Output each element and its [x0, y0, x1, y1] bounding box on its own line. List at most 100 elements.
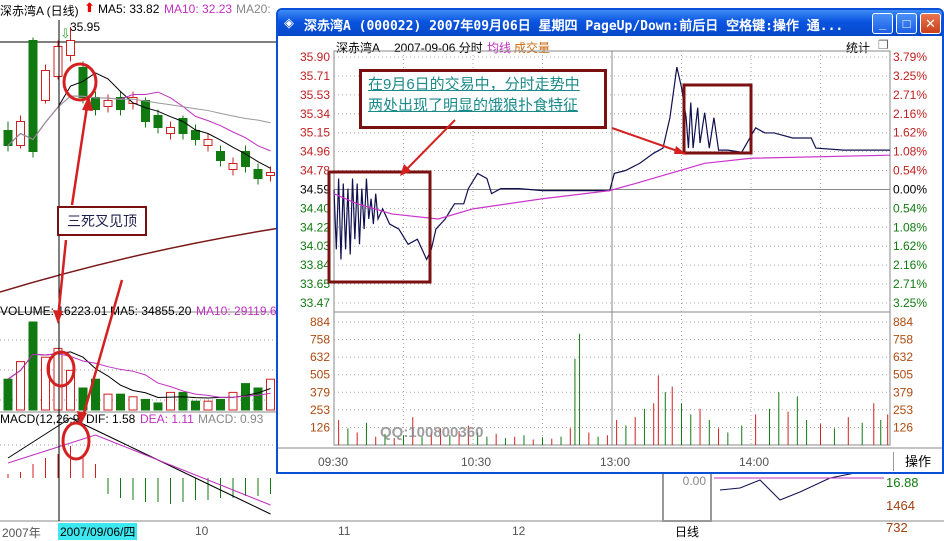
- candle: [53, 46, 63, 77]
- volume-tick-label-right: 253: [893, 403, 913, 417]
- volume-tick-label-right: 758: [893, 333, 913, 347]
- volume-bar: [191, 400, 200, 411]
- macd-value-label: MACD: 0.93: [198, 412, 264, 426]
- price-tick-label: 34.59: [300, 182, 330, 196]
- period-tab-daily[interactable]: 日线: [674, 525, 699, 539]
- date-axis-year: 2007年: [2, 526, 41, 540]
- percent-tick-label: 2.71%: [893, 88, 927, 102]
- volume-tick-label: 758: [310, 333, 330, 347]
- volume-tick-label: 505: [310, 368, 330, 382]
- bottom-value-box: 0.00: [662, 472, 712, 522]
- annotation-note: 在9月6日的交易中，分时走势中 两处出现了明显的饿狼扑食特征: [359, 69, 607, 129]
- candle: [228, 163, 238, 170]
- volume-bar: [266, 378, 275, 411]
- percent-tick-label: 1.08%: [893, 220, 927, 234]
- candle: [253, 169, 263, 179]
- time-tick-label: 14:00: [739, 455, 769, 469]
- percent-tick-label: 0.54%: [893, 201, 927, 215]
- candle: [153, 115, 163, 128]
- high-price-label: 35.95: [70, 20, 101, 34]
- percent-tick-label: 2.16%: [893, 107, 927, 121]
- dea-line: [7, 434, 271, 506]
- volume-bar: [28, 321, 38, 411]
- time-tick-label: 13:00: [600, 455, 630, 469]
- volume-tick-label-right: 379: [893, 385, 913, 399]
- percent-tick-label: 0.54%: [893, 164, 927, 178]
- right-axis-label: 16.88: [886, 475, 919, 490]
- maximize-button[interactable]: □: [896, 13, 917, 34]
- volume-tick-label-right: 632: [893, 350, 913, 364]
- volume-tick-label-right: 505: [893, 368, 913, 382]
- time-tick-label: 10:30: [461, 455, 491, 469]
- candle: [41, 70, 50, 101]
- percent-tick-label: 2.71%: [893, 277, 927, 291]
- volume-bar: [253, 387, 263, 411]
- date-axis-selected: 2007/09/06/四: [58, 523, 138, 540]
- candle: [66, 40, 75, 56]
- price-tick-label: 34.78: [300, 164, 330, 178]
- volume-bar: [141, 398, 150, 411]
- window-title: 深赤湾A (000022) 2007年09月06日 星期四 PageUp/Dow…: [304, 19, 844, 34]
- volume-tick-label: 126: [310, 420, 330, 434]
- right-axis-label: 732: [886, 520, 908, 535]
- volume-bar: [178, 391, 188, 411]
- percent-tick-label: 1.62%: [893, 239, 927, 253]
- volume-tick-label-right: 884: [893, 315, 913, 329]
- down-arrow-icon: ⇩: [60, 26, 71, 41]
- annotation-death-cross: 三死叉见顶: [57, 206, 147, 236]
- volume-bar: [216, 398, 225, 411]
- ma5-label: MA5: 33.82: [98, 2, 160, 16]
- volume-tick-label: 253: [310, 403, 330, 417]
- date-axis-dec: 12: [512, 524, 526, 538]
- percent-tick-label: 1.62%: [893, 126, 927, 140]
- price-tick-label: 35.15: [300, 126, 330, 140]
- candle: [266, 172, 275, 176]
- right-axis-label: 1464: [886, 498, 915, 513]
- date-axis-nov: 11: [338, 524, 351, 538]
- volume-bar: [203, 400, 213, 411]
- watermark-qq: QQ:100800360: [380, 424, 484, 441]
- window-title-bar[interactable]: ◈ 深赤湾A (000022) 2007年09月06日 星期四 PageUp/D…: [278, 10, 942, 36]
- candle: [241, 151, 250, 167]
- ma20-label: MA20:: [236, 2, 271, 16]
- volume-bar: [128, 396, 138, 411]
- price-tick-label: 35.34: [300, 107, 330, 121]
- long-ma-line: [0, 227, 281, 293]
- restore-icon[interactable]: ❐: [878, 38, 889, 52]
- volume-bar: [166, 391, 175, 411]
- date-axis-oct: 10: [195, 524, 209, 538]
- volume-bar: [153, 402, 163, 411]
- price-tick-label: 34.96: [300, 145, 330, 159]
- volume-ma10-label: MA10: 29119.6: [196, 304, 277, 318]
- daily-chart-title: 深赤湾A (日线): [0, 4, 79, 18]
- up-arrow-icon: ⬆: [84, 0, 95, 15]
- dea-label: DEA: 1.11: [140, 412, 194, 426]
- time-tick-label: 09:30: [318, 455, 348, 469]
- ma10-label: MA10: 32.23: [164, 2, 233, 16]
- candle: [28, 40, 38, 152]
- minimize-button[interactable]: _: [872, 13, 893, 34]
- candle: [178, 118, 188, 134]
- price-tick-label: 34.40: [300, 201, 330, 215]
- volume-ma5-label: MA5: 34855.20: [110, 304, 192, 318]
- percent-tick-label: 0.00%: [893, 182, 927, 196]
- close-button[interactable]: ✕: [920, 13, 941, 34]
- volume-tick-label: 632: [310, 350, 330, 364]
- percent-tick-label: 3.79%: [893, 50, 927, 64]
- dif-line: [7, 417, 271, 515]
- candle: [216, 151, 225, 161]
- candle: [103, 100, 113, 107]
- percent-tick-label: 2.16%: [893, 258, 927, 272]
- operate-button[interactable]: 操作: [893, 452, 942, 471]
- price-tick-label: 33.84: [300, 258, 330, 272]
- price-tick-label: 35.53: [300, 88, 330, 102]
- price-tick-label: 34.22: [300, 220, 330, 234]
- note-line-2: 两处出现了明显的饿狼扑食特征: [368, 97, 579, 114]
- candle: [166, 127, 175, 134]
- volume-bar: [16, 361, 25, 411]
- ma20-line: [7, 95, 271, 146]
- candle: [203, 139, 213, 146]
- price-tick-label: 33.47: [300, 296, 330, 310]
- volume-bar: [3, 378, 13, 411]
